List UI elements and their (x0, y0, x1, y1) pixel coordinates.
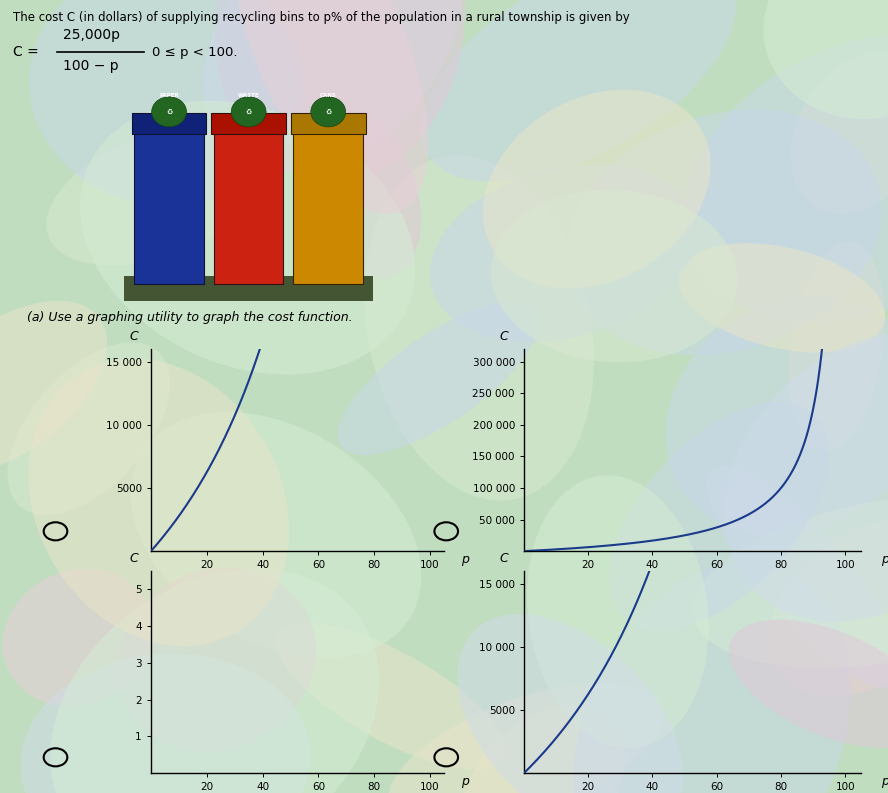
Text: WASTE: WASTE (238, 94, 259, 98)
Ellipse shape (233, 0, 428, 214)
Bar (211, 113, 286, 134)
Ellipse shape (337, 302, 539, 455)
Ellipse shape (461, 705, 626, 793)
Bar (291, 113, 366, 134)
Text: p: p (461, 553, 469, 565)
Text: p: p (881, 553, 888, 565)
Ellipse shape (791, 52, 888, 214)
Text: The cost C (in dollars) of supplying recycling bins to p% of the population in a: The cost C (in dollars) of supplying rec… (13, 12, 630, 25)
Ellipse shape (457, 614, 683, 793)
Text: C: C (499, 331, 508, 343)
Ellipse shape (51, 569, 379, 793)
Ellipse shape (609, 402, 829, 631)
Text: ♻: ♻ (325, 109, 331, 115)
Ellipse shape (364, 155, 594, 500)
Ellipse shape (28, 0, 303, 206)
Ellipse shape (574, 562, 851, 793)
Circle shape (152, 97, 186, 127)
Ellipse shape (483, 90, 710, 289)
Ellipse shape (684, 34, 888, 323)
Bar (293, 130, 363, 284)
Ellipse shape (693, 495, 888, 668)
Ellipse shape (789, 242, 884, 451)
Bar (214, 130, 283, 284)
Ellipse shape (491, 190, 738, 362)
Ellipse shape (117, 568, 316, 752)
Ellipse shape (215, 0, 465, 182)
Text: C: C (499, 553, 508, 565)
Ellipse shape (678, 243, 885, 352)
Ellipse shape (725, 332, 888, 622)
Ellipse shape (0, 301, 107, 475)
Text: ♻: ♻ (245, 109, 252, 115)
Ellipse shape (80, 101, 416, 374)
Ellipse shape (276, 623, 505, 770)
Circle shape (311, 97, 345, 127)
Text: CANS: CANS (320, 94, 337, 98)
Text: PAPER: PAPER (159, 94, 179, 98)
Text: p: p (461, 775, 469, 787)
Ellipse shape (729, 619, 888, 749)
Ellipse shape (20, 653, 311, 793)
Ellipse shape (707, 465, 888, 689)
Ellipse shape (430, 164, 697, 342)
Ellipse shape (202, 0, 463, 173)
Bar (124, 276, 373, 301)
Ellipse shape (131, 412, 421, 658)
Ellipse shape (8, 343, 170, 515)
Bar (134, 130, 204, 284)
Text: 0 ≤ p < 100.: 0 ≤ p < 100. (153, 46, 238, 59)
Ellipse shape (764, 0, 888, 119)
Text: p: p (881, 775, 888, 787)
Circle shape (231, 97, 266, 127)
Ellipse shape (308, 109, 421, 278)
Text: C: C (129, 331, 138, 343)
Text: C: C (129, 553, 138, 565)
Text: ♻: ♻ (166, 109, 172, 115)
Ellipse shape (388, 683, 663, 793)
Ellipse shape (769, 520, 888, 697)
Ellipse shape (665, 297, 888, 535)
Ellipse shape (28, 358, 289, 646)
Text: 25,000p: 25,000p (63, 28, 120, 42)
Ellipse shape (3, 569, 155, 707)
Text: (a) Use a graphing utility to graph the cost function.: (a) Use a graphing utility to graph the … (27, 311, 353, 324)
Ellipse shape (46, 123, 277, 265)
Ellipse shape (420, 0, 736, 182)
Ellipse shape (567, 109, 882, 355)
Bar (131, 113, 206, 134)
Text: 100 − p: 100 − p (63, 59, 118, 74)
Text: C =: C = (13, 45, 39, 59)
Ellipse shape (527, 475, 709, 749)
